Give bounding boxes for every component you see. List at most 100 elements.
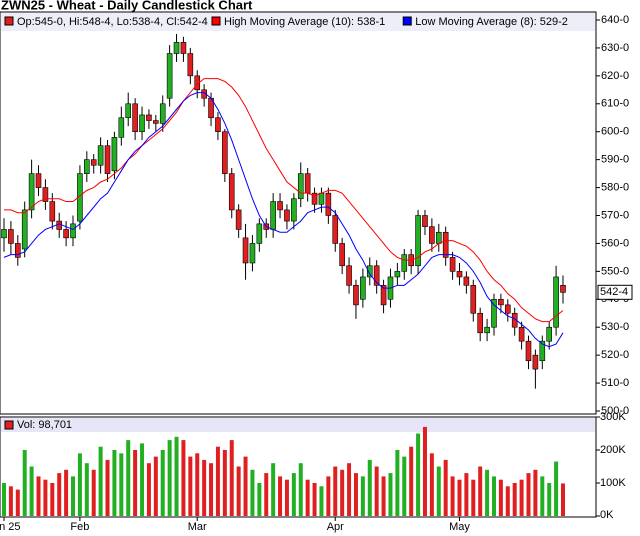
volume-bar [36, 476, 41, 516]
x-tick-label: Mar [188, 521, 207, 533]
volume-bar [305, 479, 310, 516]
candle-body [222, 131, 228, 174]
candle-body [498, 298, 504, 306]
candle-body [297, 173, 304, 200]
volume-bar [236, 466, 241, 516]
volume-bar [153, 456, 158, 516]
y-tick-label: 590-0 [601, 154, 629, 166]
candle-body [125, 103, 132, 119]
moving-average [4, 78, 564, 323]
legend-swatch [4, 16, 14, 26]
candle-body [353, 285, 359, 306]
volume-tick-label: 0K [600, 509, 614, 521]
legend-swatch [4, 420, 14, 430]
candle-body [28, 173, 35, 211]
candle-body [380, 285, 387, 306]
volume-bar [257, 483, 262, 516]
y-tick-label: 550-0 [601, 265, 629, 277]
volume-bar [547, 483, 552, 516]
volume-bar [422, 426, 427, 516]
candle-body [366, 265, 373, 278]
x-tick-label: Jan 25 [0, 521, 21, 533]
volume-bar [526, 473, 531, 516]
volume-bar [105, 459, 110, 516]
volume-bar [126, 440, 131, 516]
volume-bar [429, 453, 434, 516]
candle-body [173, 42, 180, 54]
candle-body [429, 226, 435, 244]
candle-body [532, 354, 539, 370]
candle-body [442, 231, 449, 258]
volume-bar [478, 466, 483, 516]
volume-bar [222, 450, 227, 516]
y-tick-label: 640-0 [601, 14, 629, 26]
candle-body [360, 276, 366, 300]
volume-bar [50, 483, 55, 516]
candle-body [449, 257, 456, 272]
candle-body [228, 173, 235, 211]
candle-body [49, 201, 56, 222]
volume-bar [188, 456, 193, 516]
candle-body [256, 223, 263, 244]
volume-bar [498, 479, 503, 516]
candle-body [525, 340, 532, 362]
volume-bar [471, 479, 476, 516]
candle-body [139, 114, 145, 133]
volume-bar [485, 469, 490, 516]
candle-body [84, 159, 90, 174]
y-tick-label: 510-0 [601, 377, 629, 389]
candle-body [277, 201, 283, 211]
volume-bar [333, 466, 338, 516]
legend-swatch [211, 16, 221, 26]
candle-body [560, 285, 566, 293]
volume-bar [112, 450, 117, 516]
volume-bar [71, 476, 76, 516]
candle-body [42, 187, 49, 202]
candle-body [235, 209, 242, 230]
volume-bar [464, 473, 469, 516]
volume-bar [133, 450, 138, 516]
volume-bar [360, 476, 365, 516]
candle-body [422, 215, 428, 227]
candle-body [1, 229, 7, 239]
volume-bar [174, 436, 179, 516]
volume-legend-band [1, 418, 595, 432]
price-panel [0, 11, 597, 415]
volume-bar [540, 476, 545, 516]
moving-average [3, 92, 564, 348]
volume-bar [209, 463, 214, 516]
volume-bar [8, 486, 13, 516]
chart-title: ZWN25 - Wheat - Daily Candlestick Chart [1, 0, 253, 12]
volume-bar [319, 486, 324, 516]
volume-bar [519, 479, 524, 516]
volume-bar [312, 483, 317, 516]
candle-body [56, 220, 63, 230]
candle-body [463, 276, 470, 286]
candle-body [284, 209, 290, 222]
volume-bar [402, 456, 407, 516]
volume-bar [416, 433, 421, 516]
candle-body [159, 103, 166, 124]
candle-body [242, 237, 249, 264]
y-tick-label: 580-0 [601, 181, 629, 193]
candle-body [435, 231, 442, 244]
volume-bar [146, 463, 151, 516]
volume-bar [22, 450, 27, 516]
y-tick-label: 610-0 [601, 98, 629, 110]
volume-bar [381, 476, 386, 516]
candle-body [15, 243, 21, 258]
volume-bar [140, 443, 145, 516]
x-tick-label: Feb [70, 521, 89, 533]
candle-body [8, 229, 14, 244]
candle-body [339, 243, 345, 267]
volume-bar [243, 456, 248, 516]
y-tick-label: 560-0 [601, 237, 629, 249]
y-tick-label: 620-0 [601, 70, 629, 82]
candle-body [70, 223, 76, 239]
volume-bar [367, 459, 372, 516]
volume-bar [84, 463, 89, 516]
candle-body [97, 145, 104, 166]
volume-bar [264, 473, 269, 516]
volume-bar [533, 469, 538, 516]
